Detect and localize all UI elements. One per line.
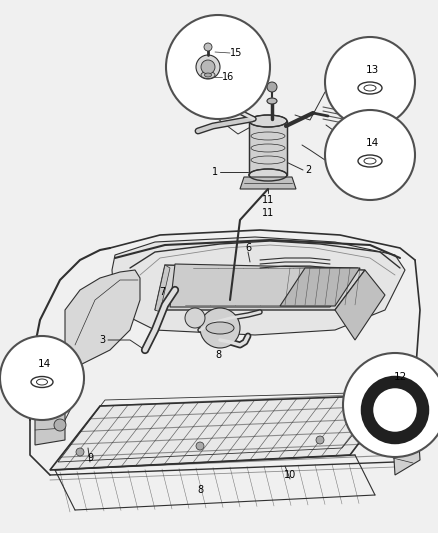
Polygon shape (65, 270, 140, 365)
Text: 6: 6 (245, 243, 251, 253)
Polygon shape (155, 265, 365, 310)
Polygon shape (280, 268, 360, 306)
Text: 16: 16 (222, 72, 234, 82)
Ellipse shape (249, 115, 287, 127)
Circle shape (366, 404, 374, 412)
Text: 13: 13 (365, 65, 378, 75)
Polygon shape (335, 270, 385, 340)
Polygon shape (155, 265, 170, 312)
Circle shape (76, 448, 84, 456)
Circle shape (204, 43, 212, 51)
Polygon shape (170, 264, 358, 307)
Text: 9: 9 (87, 453, 93, 463)
Circle shape (325, 37, 415, 127)
Circle shape (370, 417, 386, 433)
Text: 14: 14 (365, 138, 378, 148)
Ellipse shape (267, 98, 277, 104)
Ellipse shape (201, 71, 215, 78)
Text: 8: 8 (197, 485, 203, 495)
Ellipse shape (206, 322, 234, 334)
Circle shape (185, 308, 205, 328)
Circle shape (196, 55, 220, 79)
Circle shape (196, 442, 204, 450)
Text: 10: 10 (284, 470, 296, 480)
Text: 8: 8 (215, 350, 221, 360)
Ellipse shape (205, 73, 212, 77)
Circle shape (325, 110, 415, 200)
Text: 15: 15 (230, 48, 242, 58)
Circle shape (0, 336, 84, 420)
Polygon shape (50, 395, 395, 470)
Circle shape (343, 353, 438, 457)
Text: 11: 11 (262, 195, 274, 205)
Polygon shape (240, 177, 296, 189)
Polygon shape (390, 380, 420, 475)
Circle shape (316, 436, 324, 444)
Text: 12: 12 (393, 372, 406, 382)
Ellipse shape (249, 169, 287, 181)
Polygon shape (112, 237, 405, 335)
Text: 2: 2 (305, 165, 311, 175)
Polygon shape (35, 395, 65, 445)
Circle shape (54, 419, 66, 431)
Circle shape (166, 15, 270, 119)
Circle shape (267, 82, 277, 92)
Text: 3: 3 (99, 335, 105, 345)
Text: 1: 1 (212, 167, 218, 177)
Text: 7: 7 (159, 287, 165, 297)
Circle shape (200, 308, 240, 348)
Text: 11: 11 (262, 208, 274, 218)
Text: 14: 14 (37, 359, 51, 369)
Polygon shape (249, 121, 287, 175)
Circle shape (201, 60, 215, 74)
